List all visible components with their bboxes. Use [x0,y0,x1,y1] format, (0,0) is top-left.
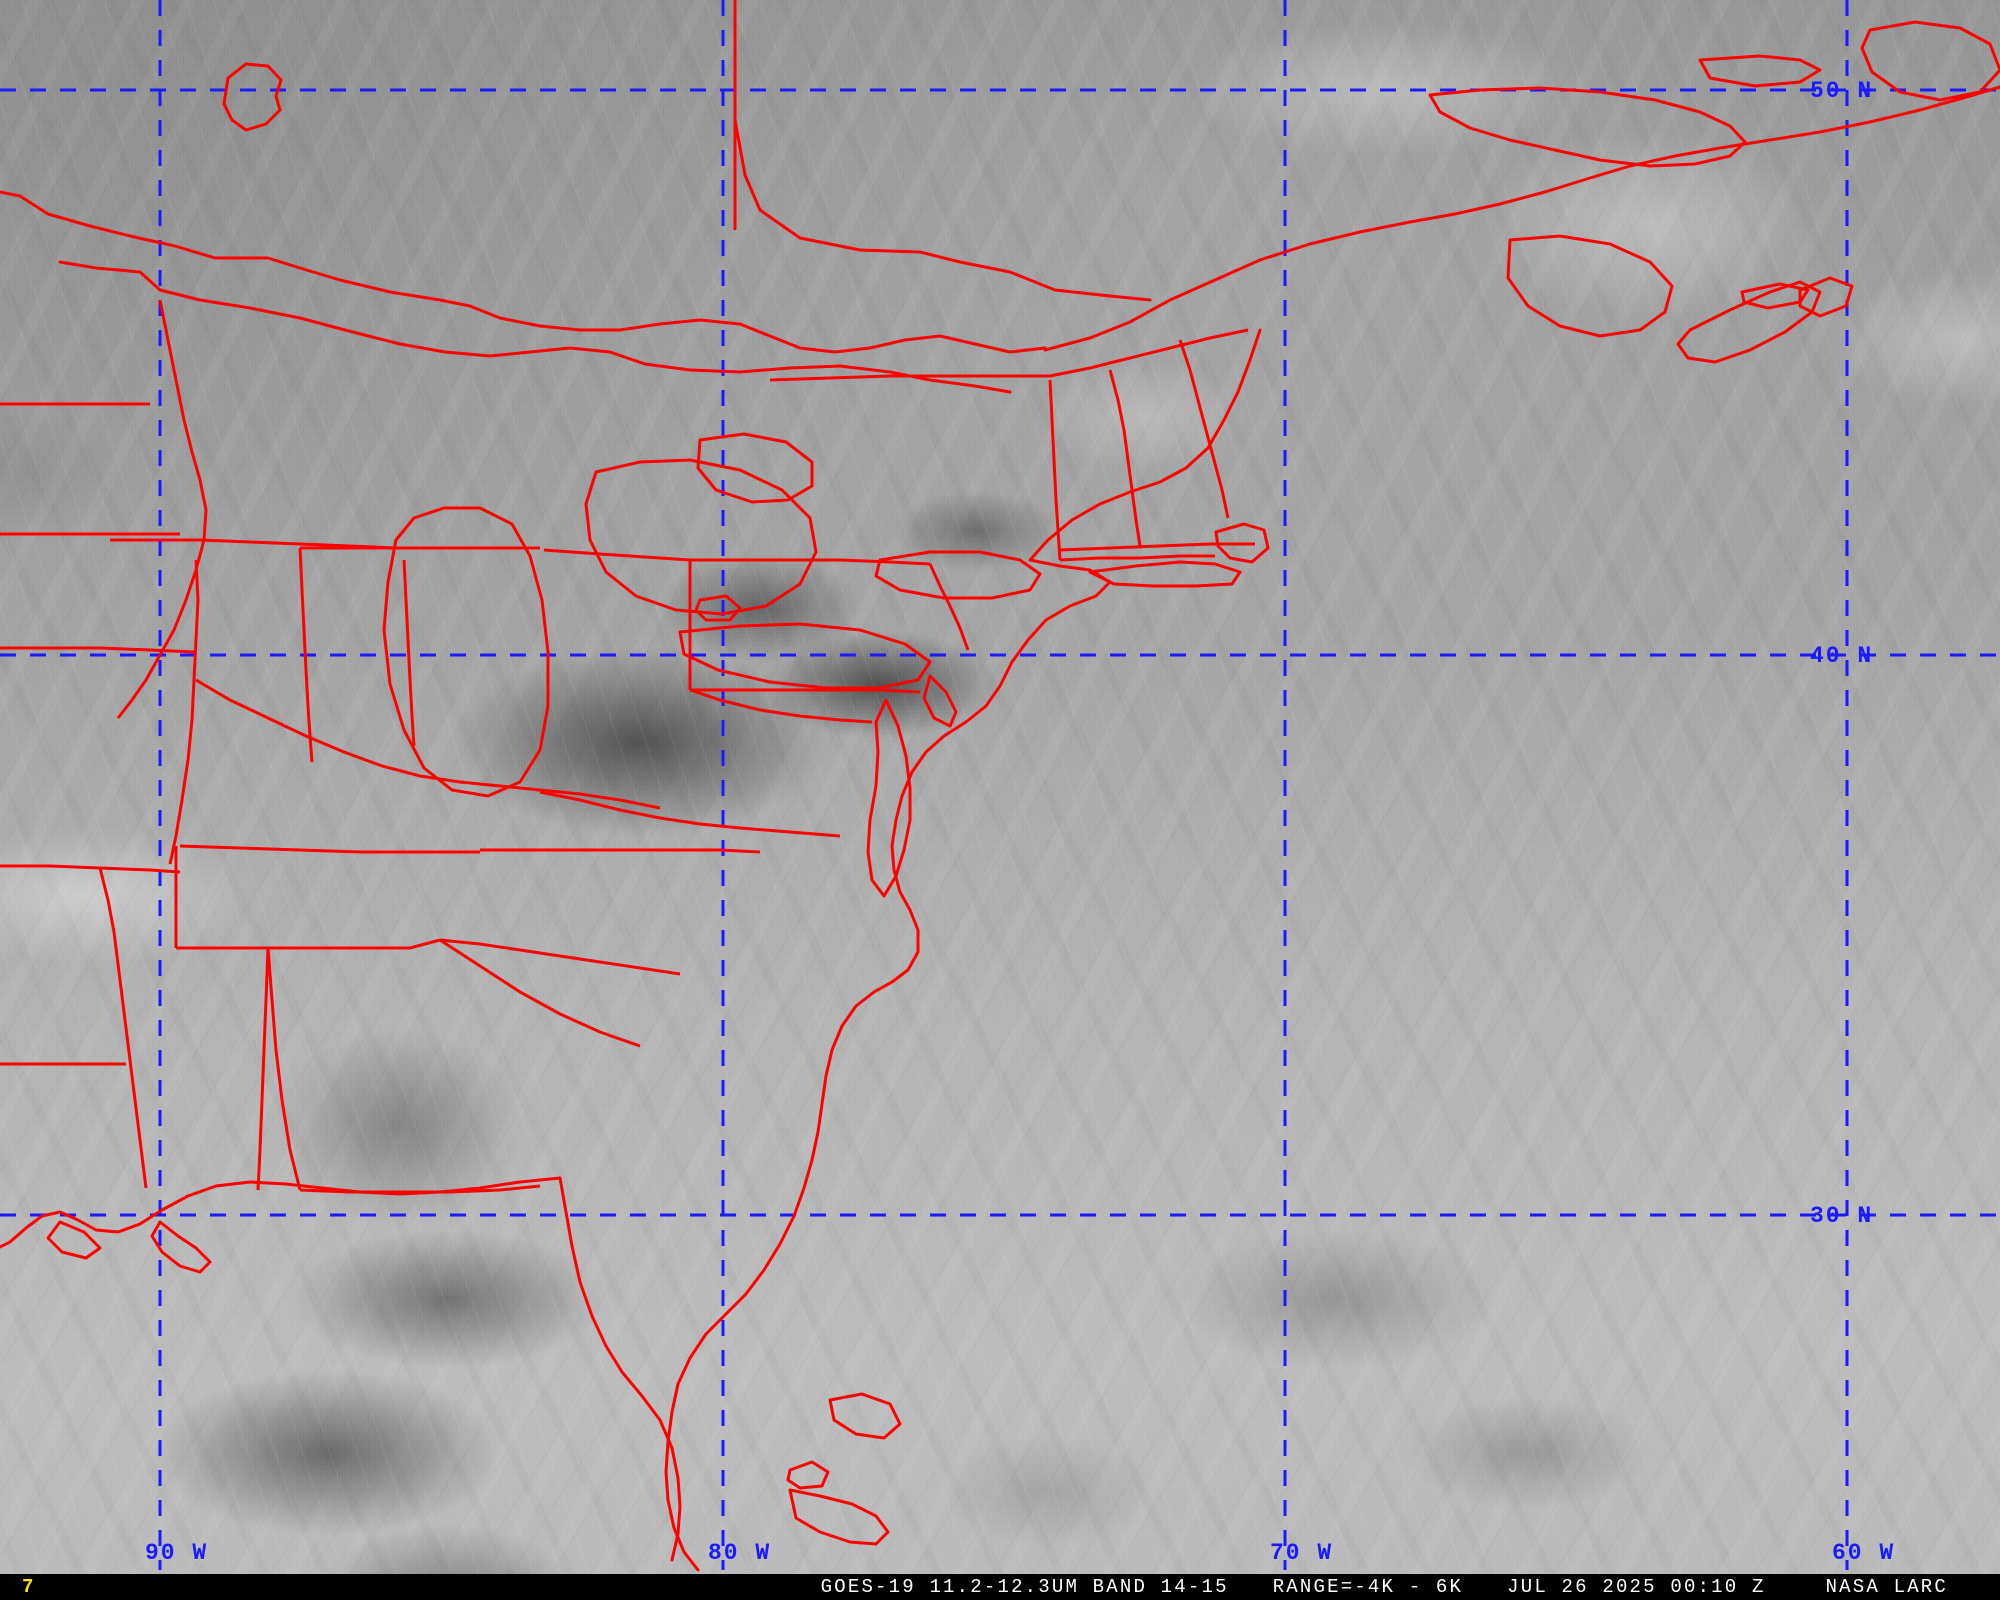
coastline-pei [1740,282,1810,310]
border-newyork-canada [1049,328,1249,378]
coastline-lake-huron [584,458,818,616]
coastline-cape-cod [1214,522,1270,564]
coastline-gaspe-peninsula [1428,86,1747,168]
border-arkansas-mississippi [98,867,128,1029]
coastline-anticosti [1698,54,1822,88]
coastline-florida-keys [788,1488,890,1546]
coastline-cape-breton [1798,276,1854,318]
coastline-lake-michigan [382,506,550,798]
longitude-label-90w: 90 W [145,1540,209,1566]
coastline-new-brunswick [1506,234,1674,338]
coastline-florida-west [558,1176,682,1562]
longitude-label-70w: 70 W [1270,1540,1334,1566]
latitude-label-30n: 30 N [1810,1203,1874,1229]
longitude-label-60w: 60 W [1832,1540,1896,1566]
border-ohio-pennsylvania [543,548,691,562]
coastline-hudson-bay [733,0,1152,302]
border-louisiana-mississippi [124,1027,148,1189]
border-southcarolina-georgia [439,938,641,1048]
coastline-bahamas-1 [828,1392,902,1440]
border-massachusetts-north [1059,542,1255,552]
border-connecticut-massachusetts [1059,554,1215,562]
caption-range: RANGE=-4K - 6K [1272,1576,1464,1598]
border-mississippi-alabama [256,947,270,1191]
border-virginia-northcarolina [480,848,761,854]
border-alabama-georgia [266,947,302,1191]
coastline-bahamas-2 [786,1460,830,1490]
border-iowa-missouri [0,646,197,654]
border-virginia-westvirginia [539,790,841,838]
coastline-louisiana-bays [46,1220,102,1260]
coastline-lake-stclair [694,594,742,622]
coastline-lake-erie [678,622,932,690]
caption-fields: GOES-19 11.2-12.3UM BAND 14-15 RANGE=-4K… [821,1576,1948,1598]
coastline-lake-ontario [874,550,1042,600]
coastline-lake-superior-north [0,190,1047,354]
frame-number: 7 [22,1576,35,1598]
caption-agency: NASA LARC [1825,1576,1948,1598]
border-newhampshire-maine [1178,339,1230,519]
border-missouri-arkansas [0,864,181,874]
longitude-label-80w: 80 W [708,1540,772,1566]
coastline-delaware-bay [922,674,958,728]
border-newyork-vermont [1048,379,1062,561]
coastline-st-lawrence [1043,85,2000,352]
coastline-long-island [1088,560,1242,588]
border-newjersey-newyork [928,563,970,651]
coastline-georgian-bay [696,432,814,504]
coastline-lake-superior-south [58,260,1012,394]
coastline-mississippi-delta [150,1220,212,1274]
border-illinois-west [168,559,200,865]
border-ohio-river [195,678,661,810]
border-georgia-florida [299,1184,541,1194]
border-maryland-virginia [689,688,873,724]
coastline-newfoundland [1860,20,2000,102]
latitude-label-40n: 40 N [1810,643,1874,669]
border-indiana-ohio [402,559,416,747]
border-tennessee-south [176,938,441,950]
caption-satellite-channel: GOES-19 11.2-12.3UM BAND 14-15 [820,1576,1229,1598]
border-quebec-us [769,374,1052,382]
border-tennessee-north [179,844,480,854]
lake-winnipeg-outline [222,62,283,132]
border-northcarolina-southcarolina [439,938,681,976]
coastline-nova-scotia [1676,280,1822,364]
coastline-chesapeake-bay [866,698,912,898]
border-illinois-indiana [298,547,314,763]
border-pennsylvania-newyork [690,558,931,566]
coastline-atlantic-east [664,328,1262,1572]
border-vermont-newhampshire [1108,369,1142,547]
caption-timestamp: JUL 26 2025 00:10 Z [1507,1576,1766,1598]
caption-bar: 7 GOES-19 11.2-12.3UM BAND 14-15 RANGE=-… [0,1574,2000,1600]
border-pennsylvania-south [690,688,921,694]
latitude-label-50n: 50 N [1810,78,1874,104]
